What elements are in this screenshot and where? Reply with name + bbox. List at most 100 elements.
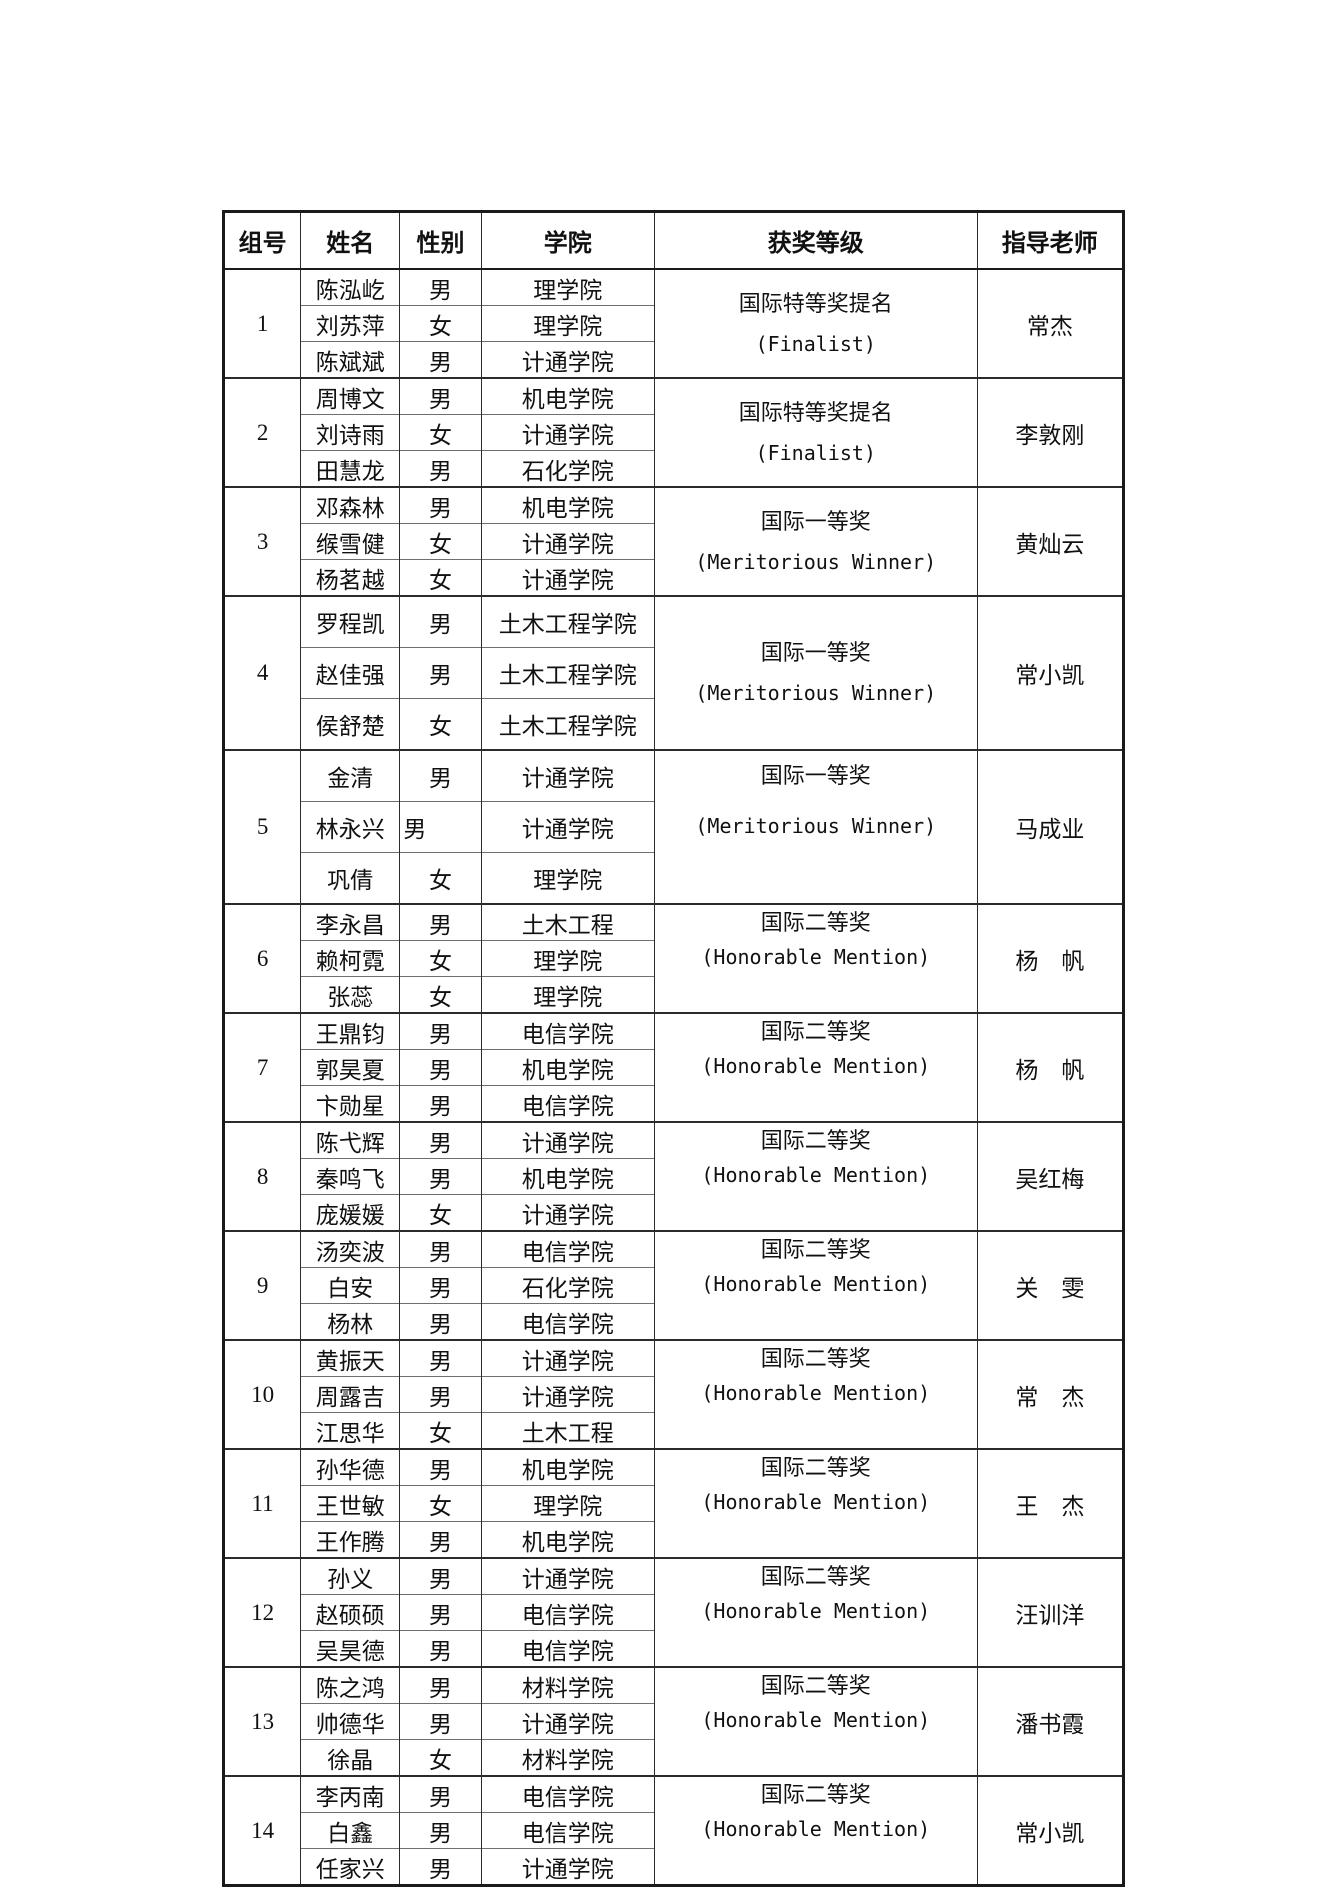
member-college-cell: 计通学院 <box>480 1339 655 1377</box>
group-number-cell: 8 <box>223 1121 301 1231</box>
member-name-cell: 白安 <box>300 1267 400 1304</box>
member-college-cell: 土木工程学院 <box>480 698 655 750</box>
advisor-cell: 常杰 <box>976 268 1124 378</box>
member-college-cell: 计通学院 <box>480 1121 655 1159</box>
award-level-english: (Meritorious Winner) <box>695 814 937 838</box>
member-name-cell: 侯舒楚 <box>300 698 400 750</box>
member-college-cell: 电信学院 <box>480 1230 655 1268</box>
advisor-cell: 吴红梅 <box>976 1121 1124 1231</box>
advisor-cell: 黄灿云 <box>976 486 1124 596</box>
member-name-cell: 郭昊夏 <box>300 1049 400 1086</box>
award-level-english: (Finalist) <box>755 440 876 465</box>
member-gender-cell: 男 <box>399 1448 482 1486</box>
table-row: 3 邓森林男机电学院 国际一等奖 (Meritorious Winner) 黄灿云 <box>223 486 1124 596</box>
member-gender-cell: 女 <box>399 940 482 977</box>
award-level-english: (Honorable Mention) <box>701 1599 931 1623</box>
award-level-cell: 国际特等奖提名 (Finalist) <box>653 268 978 378</box>
member-gender-cell: 男 <box>399 1666 482 1704</box>
member-name-cell: 吴昊德 <box>300 1630 400 1667</box>
award-level-chinese: 国际特等奖提名 <box>738 399 893 425</box>
award-level-cell: 国际二等奖 (Honorable Mention) <box>653 1775 978 1886</box>
table-row: 周露吉男计通学院 <box>224 1376 1124 1413</box>
member-name-cell: 秦鸣飞 <box>300 1158 400 1195</box>
award-level-chinese: 国际二等奖 <box>760 1128 871 1153</box>
member-gender-cell: 男 <box>399 1703 482 1740</box>
member-college-cell: 电信学院 <box>480 1594 655 1631</box>
table-row: 14 李丙南男电信学院 国际二等奖 (Honorable Mention) 常小凯 <box>223 1775 1124 1886</box>
member-name-cell: 陈弋辉 <box>300 1121 400 1159</box>
group-number-cell: 2 <box>223 377 301 487</box>
member-gender-cell: 男 <box>399 450 482 487</box>
member-gender-cell: 男 <box>399 801 482 853</box>
member-college-cell: 石化学院 <box>480 450 655 487</box>
member-name-cell: 周博文 <box>300 377 400 415</box>
member-gender-cell: 男 <box>399 268 482 306</box>
member-college-cell: 计通学院 <box>480 1376 655 1413</box>
member-name-cell: 周露吉 <box>300 1376 400 1413</box>
table-row: 2 周博文男机电学院 国际特等奖提名 (Finalist) 李敦刚 <box>223 377 1124 487</box>
member-gender-cell: 男 <box>399 1230 482 1268</box>
table-row: 12 孙义男计通学院 国际二等奖 (Honorable Mention) 汪训洋 <box>223 1557 1124 1667</box>
member-gender-cell: 男 <box>399 1812 482 1849</box>
award-level-cell: 国际二等奖 (Honorable Mention) <box>653 1339 978 1449</box>
table-row: 7 王鼎钧男电信学院 国际二等奖 (Honorable Mention) 杨 帆 <box>223 1012 1124 1122</box>
member-college-cell: 土木工程 <box>480 1412 655 1449</box>
member-college-cell: 计通学院 <box>480 1194 655 1231</box>
member-gender-cell: 女 <box>399 976 482 1013</box>
table-row: 缑雪健女计通学院 <box>224 523 1124 560</box>
member-gender-cell: 男 <box>399 1557 482 1595</box>
table-row: 8 陈弋辉男计通学院 国际二等奖 (Honorable Mention) 吴红梅 <box>223 1121 1124 1231</box>
member-gender-cell: 男 <box>399 749 482 802</box>
table-row: 4 罗程凯男土木工程学院 国际一等奖 (Meritorious Winner) 常小凯 <box>223 595 1124 750</box>
member-college-cell: 理学院 <box>480 940 655 977</box>
member-gender-cell: 男 <box>399 1630 482 1667</box>
member-college-cell: 机电学院 <box>480 1049 655 1086</box>
col-header-gender: 性别 <box>399 211 482 270</box>
member-gender-cell: 男 <box>399 1303 482 1340</box>
award-level-cell: 国际二等奖 (Honorable Mention) <box>653 1557 978 1667</box>
group-number-cell: 13 <box>223 1666 301 1776</box>
award-level-chinese: 国际二等奖 <box>760 1673 871 1698</box>
member-name-cell: 陈之鸿 <box>300 1666 400 1704</box>
member-college-cell: 机电学院 <box>480 1158 655 1195</box>
member-gender-cell: 男 <box>399 1049 482 1086</box>
award-level-cell: 国际二等奖 (Honorable Mention) <box>653 1448 978 1558</box>
member-college-cell: 计通学院 <box>480 801 655 853</box>
awards-table: 组号 姓名 性别 学院 获奖等级 指导老师 1 陈泓屹男理学院 国际特等奖提名 (Fi… <box>222 210 1125 1887</box>
table-row: 赖柯霓女理学院 <box>224 940 1124 977</box>
member-name-cell: 缑雪健 <box>300 523 400 560</box>
award-level-cell: 国际二等奖 (Honorable Mention) <box>653 1666 978 1776</box>
member-college-cell: 机电学院 <box>480 377 655 415</box>
award-level-cell: 国际特等奖提名 (Finalist) <box>653 377 978 487</box>
member-name-cell: 巩倩 <box>300 852 400 904</box>
member-college-cell: 理学院 <box>480 976 655 1013</box>
award-level-english: (Meritorious Winner) <box>695 549 937 574</box>
award-level-english: (Meritorious Winner) <box>695 681 937 705</box>
award-level-english: (Honorable Mention) <box>701 1163 931 1187</box>
member-college-cell: 计通学院 <box>480 1557 655 1595</box>
member-name-cell: 刘苏萍 <box>300 305 400 342</box>
member-college-cell: 材料学院 <box>480 1739 655 1776</box>
member-college-cell: 石化学院 <box>480 1267 655 1304</box>
table-row: 帅德华男计通学院 <box>224 1703 1124 1740</box>
group-number-cell: 7 <box>223 1012 301 1122</box>
member-gender-cell: 女 <box>399 414 482 451</box>
member-college-cell: 电信学院 <box>480 1012 655 1050</box>
group-number-cell: 11 <box>223 1448 301 1558</box>
award-level-cell: 国际二等奖 (Honorable Mention) <box>653 1012 978 1122</box>
member-name-cell: 孙义 <box>300 1557 400 1595</box>
advisor-cell: 汪训洋 <box>976 1557 1124 1667</box>
award-level-chinese: 国际二等奖 <box>760 1564 871 1589</box>
member-name-cell: 赵硕硕 <box>300 1594 400 1631</box>
col-header-group: 组号 <box>223 211 301 270</box>
col-header-award: 获奖等级 <box>653 211 978 270</box>
award-level-chinese: 国际一等奖 <box>760 640 871 665</box>
table-row: 刘苏萍女理学院 <box>224 305 1124 342</box>
award-level-chinese: 国际二等奖 <box>760 1237 871 1262</box>
award-level-cell: 国际一等奖 (Meritorious Winner) <box>653 595 978 750</box>
member-college-cell: 理学院 <box>480 852 655 904</box>
member-gender-cell: 女 <box>399 305 482 342</box>
member-name-cell: 张蕊 <box>300 976 400 1013</box>
table-row: 巩倩女理学院 <box>224 852 1124 904</box>
